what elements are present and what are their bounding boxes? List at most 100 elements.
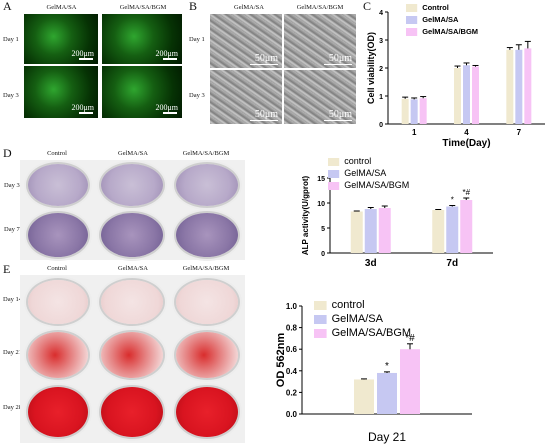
scale-label: 50μm xyxy=(328,109,352,120)
bar xyxy=(354,379,374,414)
fluorescence-image: 200μm xyxy=(102,14,182,64)
bar xyxy=(364,209,377,253)
scale-bar xyxy=(250,119,278,121)
panel-e-row2: Day 21 xyxy=(3,349,22,356)
stained-well xyxy=(176,387,238,437)
scale-label: 50μm xyxy=(254,109,278,120)
bar xyxy=(410,99,418,124)
panel-e-row3: Day 28 xyxy=(3,404,22,411)
stained-well xyxy=(176,280,238,324)
bar xyxy=(506,49,514,124)
legend-label: GelMA/SA/BGM xyxy=(422,27,478,36)
y-tick-label: 4 xyxy=(379,10,383,17)
alp-activity-chart: 0 5 10 15 ALP activity(U/gprot) 3d * *# 7d contro… xyxy=(301,156,493,269)
stained-well xyxy=(101,280,163,324)
panel-a-row1: Day 1 xyxy=(3,36,19,43)
x-tick-label: 3d xyxy=(365,258,377,269)
y-axis-label: ALP activity(U/gprot) xyxy=(301,175,310,255)
panel-e-col2: GelMA/SA xyxy=(118,265,148,272)
scale-label: 50μm xyxy=(254,53,278,64)
y-tick-label: 0 xyxy=(321,251,325,258)
significance-marker: * xyxy=(385,361,389,372)
legend-label: GelMA/SA xyxy=(332,313,384,325)
stained-well xyxy=(28,164,88,206)
panel-d-row1: Day 3 xyxy=(4,182,20,189)
legend-swatch xyxy=(314,329,327,338)
legend-swatch xyxy=(328,182,340,190)
legend-label: control xyxy=(332,299,365,311)
stained-well xyxy=(28,213,88,257)
x-axis-label: Day 21 xyxy=(368,430,406,444)
significance-marker: *# xyxy=(405,333,415,344)
bar xyxy=(463,65,470,124)
panel-e-col3: GelMA/SA/BGM xyxy=(182,265,230,272)
y-tick-label: 0.6 xyxy=(286,345,298,354)
scale-label: 200μm xyxy=(71,103,94,112)
stained-well xyxy=(28,332,88,378)
scale-bar xyxy=(163,112,177,114)
legend-swatch xyxy=(314,315,327,324)
y-axis-label: OD 562nm xyxy=(275,333,287,388)
legend-swatch xyxy=(314,301,327,310)
legend-label: GelMA/SA/BGM xyxy=(332,327,411,339)
x-tick-label: 7d xyxy=(446,258,458,269)
panel-e-row1: Day 14 xyxy=(3,296,22,303)
panel-b-label: B xyxy=(189,0,198,13)
bar xyxy=(378,208,391,253)
scale-bar xyxy=(79,112,93,114)
scale-label: 200μm xyxy=(155,103,178,112)
significance-marker: * xyxy=(451,196,454,205)
stained-well xyxy=(101,164,163,206)
sem-image: 50μm xyxy=(284,70,356,124)
scale-label: 50μm xyxy=(328,53,352,64)
legend-swatch xyxy=(328,170,340,178)
fluorescence-image: 200μm xyxy=(102,66,182,118)
bar xyxy=(524,48,532,124)
stained-well xyxy=(28,387,88,437)
panel-d-label: D xyxy=(3,146,12,160)
legend-label: GelMA/SA xyxy=(422,15,459,24)
significance-marker: *# xyxy=(462,188,470,197)
bar xyxy=(401,98,409,124)
panel-d-row2: Day 7 xyxy=(4,226,20,233)
stained-well xyxy=(28,280,88,324)
y-tick-label: 15 xyxy=(317,176,325,183)
bar xyxy=(377,372,397,414)
scale-bar xyxy=(324,119,352,121)
bar xyxy=(515,49,523,124)
legend-label: control xyxy=(344,156,371,166)
y-tick-label: 10 xyxy=(317,201,325,208)
stained-well xyxy=(176,164,238,206)
bar xyxy=(400,349,420,414)
y-tick-label: 3 xyxy=(379,38,383,45)
y-tick-label: 2 xyxy=(379,66,383,73)
stained-well xyxy=(176,213,238,257)
y-tick-label: 0.8 xyxy=(286,324,298,333)
stained-well xyxy=(101,387,163,437)
panel-b-row2: Day 3 xyxy=(189,92,205,99)
y-tick-label: 1 xyxy=(379,94,383,101)
stained-well xyxy=(176,332,238,378)
x-axis-label: Time(Day) xyxy=(442,138,490,149)
sem-image: 50μm xyxy=(210,14,282,68)
scale-bar xyxy=(163,58,177,60)
y-tick-label: 1.0 xyxy=(286,302,298,311)
sem-image: 50μm xyxy=(284,14,356,68)
x-tick-label: 4 xyxy=(464,128,469,137)
panel-b-col1: GelMA/SA xyxy=(234,4,264,11)
panel-c-label: C xyxy=(363,0,372,13)
legend-swatch xyxy=(406,4,418,12)
panel-e-col1: Control xyxy=(47,265,67,272)
panel-a-col2: GelMA/SA/BGM xyxy=(119,4,167,11)
fluorescence-image: 200μm xyxy=(24,66,98,118)
legend-label: Control xyxy=(422,3,449,12)
bar xyxy=(472,66,479,124)
scale-bar xyxy=(79,58,93,60)
fluorescence-image: 200μm xyxy=(24,14,98,64)
legend-label: GelMA/SA xyxy=(344,168,386,178)
scale-bar xyxy=(250,63,278,65)
panel-e-label: E xyxy=(3,262,11,276)
bar xyxy=(350,211,363,253)
panel-a-label: A xyxy=(3,0,12,13)
